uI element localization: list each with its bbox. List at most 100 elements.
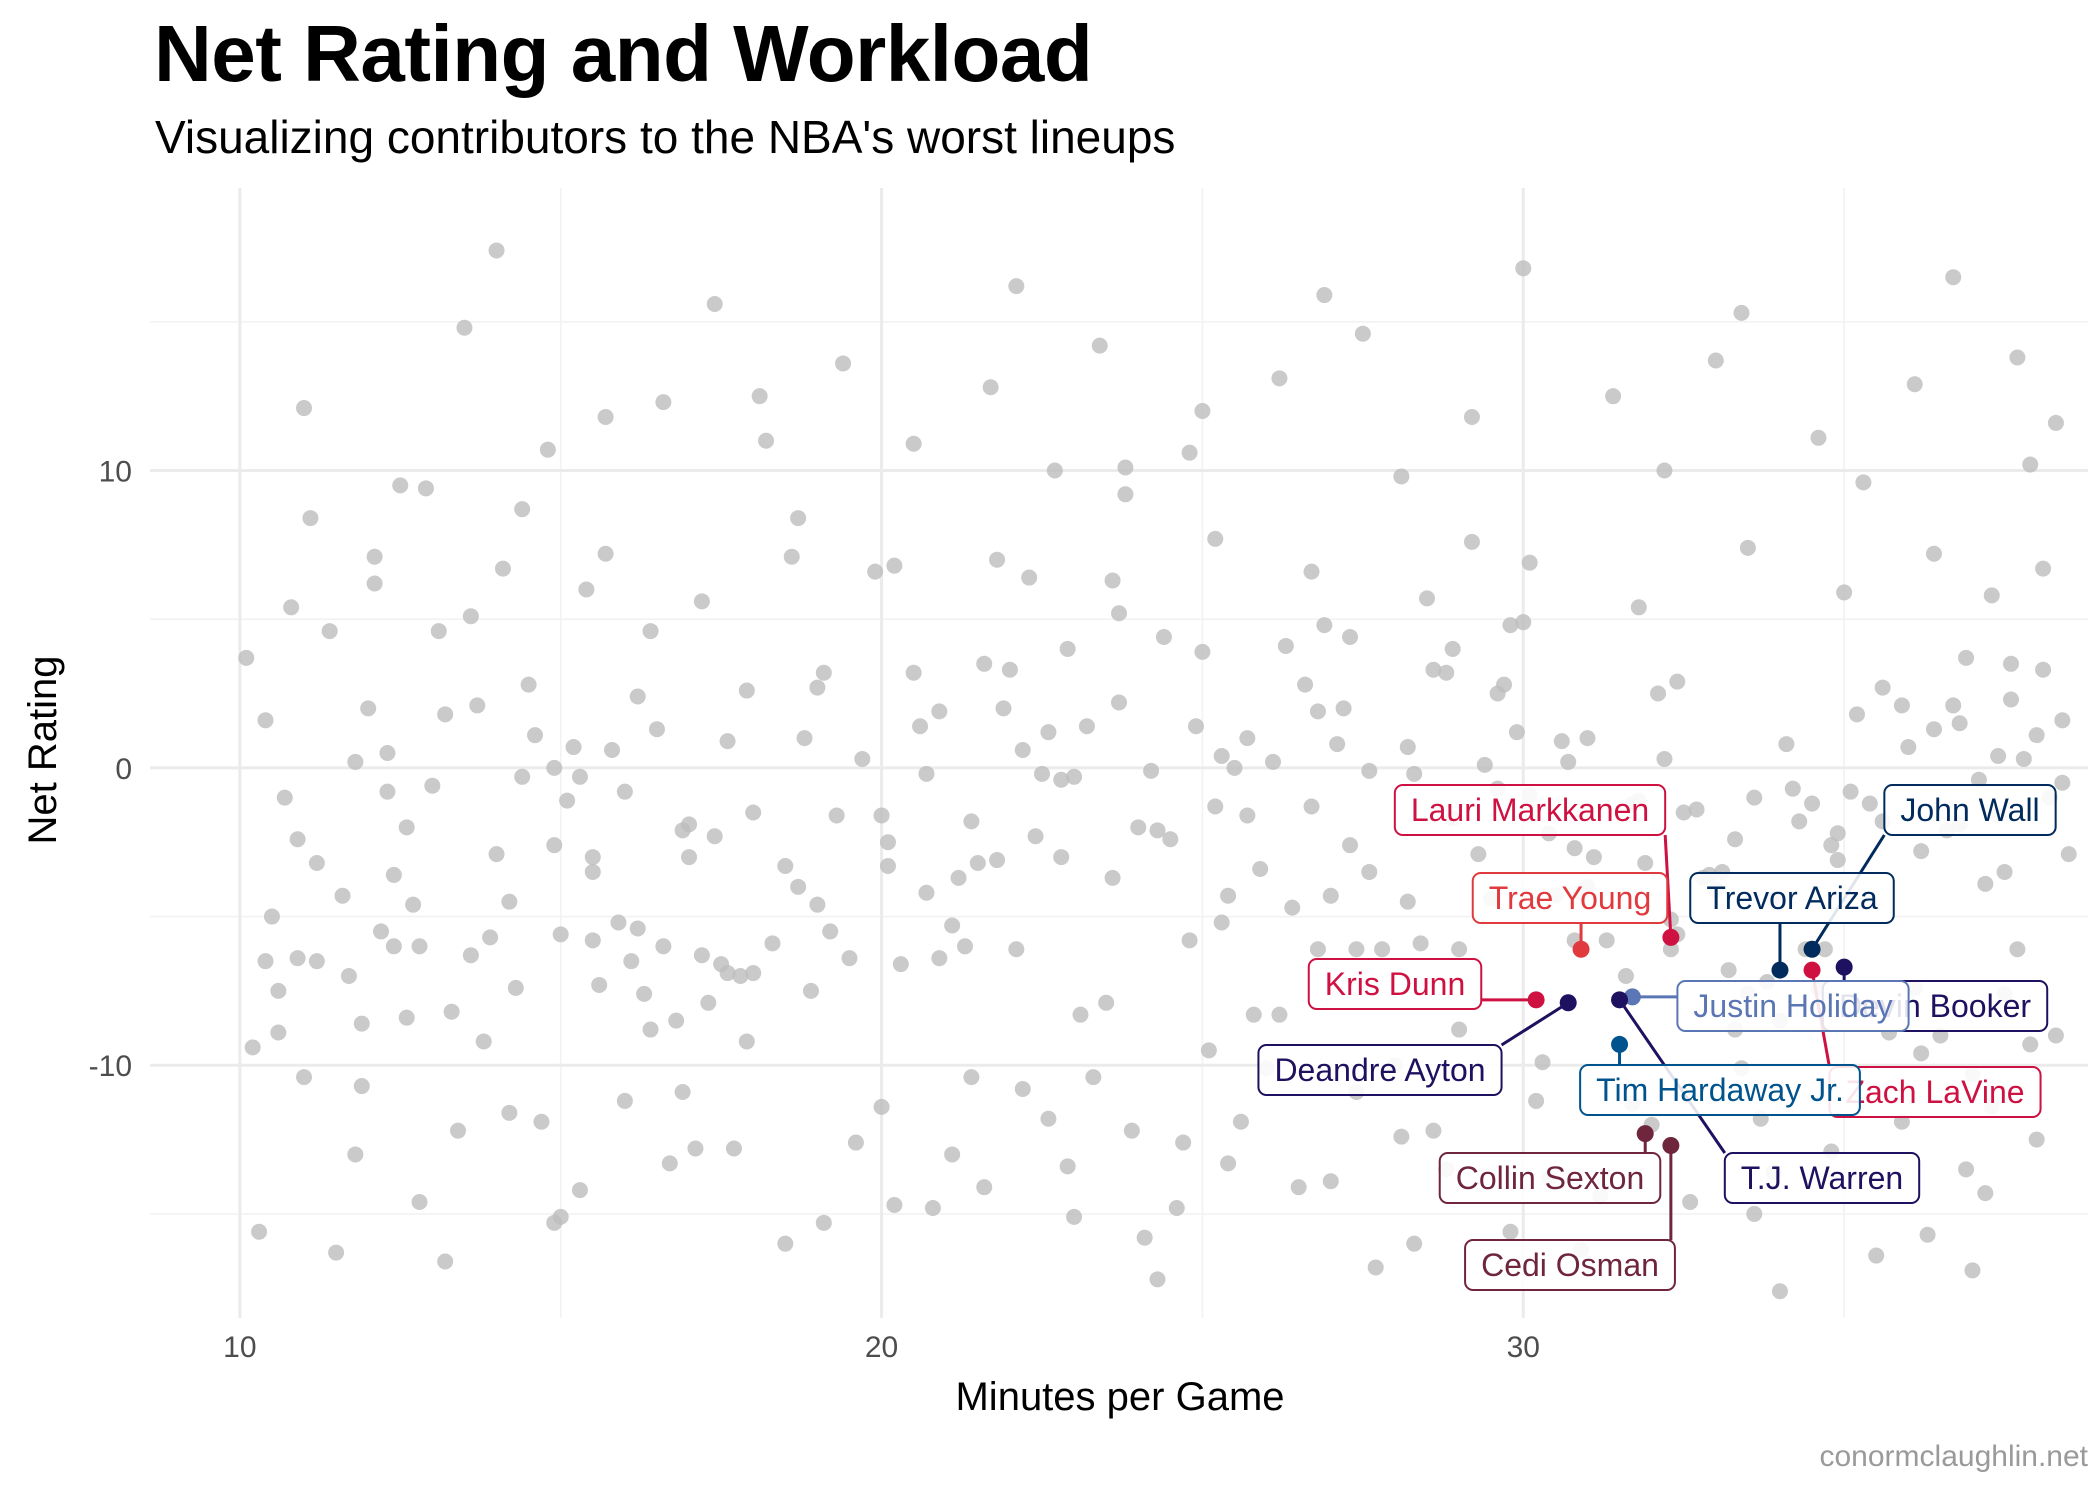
background-point (1906, 376, 1923, 393)
background-point (366, 548, 383, 565)
background-point (1528, 1092, 1545, 1109)
background-point (1925, 545, 1942, 562)
background-point (1650, 685, 1667, 702)
background-point (1040, 724, 1057, 741)
background-point (450, 1122, 467, 1139)
player-point (1662, 928, 1680, 946)
y-tick-label: -10 (89, 1050, 132, 1083)
background-point (1200, 1042, 1217, 1059)
background-point (1309, 941, 1326, 958)
background-point (2054, 712, 2071, 729)
background-point (405, 896, 422, 913)
background-point (796, 730, 813, 747)
background-point (1059, 1158, 1076, 1175)
background-point (2022, 1036, 2039, 1053)
background-point (783, 548, 800, 565)
background-point (655, 938, 672, 955)
background-point (1046, 462, 1063, 479)
background-point (629, 688, 646, 705)
background-point (552, 926, 569, 943)
background-point (1412, 935, 1429, 952)
player-label: Tim Hardaway Jr. (1579, 1064, 1861, 1116)
label-box (1723, 1152, 1921, 1204)
background-point (1399, 739, 1416, 756)
background-point (642, 1021, 659, 1038)
background-point (411, 938, 428, 955)
background-point (257, 712, 274, 729)
background-point (2035, 560, 2052, 577)
background-point (1226, 759, 1243, 776)
background-point (1014, 742, 1031, 759)
background-point (584, 849, 601, 866)
player-labels: Lauri Markkanen Trae Young Kris Dunn Deandr… (1257, 784, 2057, 1291)
background-point (251, 1223, 268, 1240)
player-point (1572, 940, 1590, 958)
player-label: Cedi Osman (1464, 1239, 1676, 1291)
background-point (790, 878, 807, 895)
background-point (681, 816, 698, 833)
background-point (546, 837, 563, 854)
background-point (1078, 718, 1095, 735)
player-point (1623, 988, 1641, 1006)
background-point (379, 783, 396, 800)
background-point (1913, 1045, 1930, 1062)
background-point (758, 432, 775, 449)
background-point (584, 932, 601, 949)
background-point (1874, 679, 1891, 696)
background-point (1951, 715, 1968, 732)
background-point (1566, 840, 1583, 857)
background-point (1239, 807, 1256, 824)
background-point (1476, 756, 1493, 773)
background-point (591, 976, 608, 993)
background-point (270, 982, 287, 999)
background-point (1001, 661, 1018, 678)
background-point (238, 649, 255, 666)
label-text: John Wall (1900, 792, 2039, 828)
background-point (1329, 736, 1346, 753)
background-point (745, 965, 762, 982)
background-point (976, 1179, 993, 1196)
background-point (1008, 278, 1025, 295)
background-point (1419, 590, 1436, 607)
background-point (1682, 1194, 1699, 1211)
player-label: Trae Young (1471, 872, 1669, 924)
background-point (873, 807, 890, 824)
background-point (719, 733, 736, 750)
background-point (2060, 846, 2077, 863)
background-point (1675, 804, 1692, 821)
background-point (520, 676, 537, 693)
background-point (1162, 831, 1179, 848)
background-point (725, 1140, 742, 1157)
label-box (1257, 1044, 1503, 1096)
background-point (1322, 887, 1339, 904)
background-point (604, 742, 621, 759)
background-point (347, 1146, 364, 1163)
y-axis-title: Net Rating (21, 656, 65, 845)
background-point (1361, 863, 1378, 880)
background-point (1977, 1185, 1994, 1202)
background-point (623, 953, 640, 970)
background-point (289, 950, 306, 967)
background-point (616, 783, 633, 800)
background-point (1175, 1134, 1192, 1151)
background-point (1008, 941, 1025, 958)
background-point (982, 379, 999, 396)
background-point (437, 706, 454, 723)
background-point (1502, 617, 1519, 634)
background-point (1149, 822, 1166, 839)
chart-subtitle: Visualizing contributors to the NBA's wo… (155, 111, 1176, 163)
background-point (706, 295, 723, 312)
background-point (1354, 325, 1371, 342)
background-point (1996, 863, 2013, 880)
background-point (636, 985, 653, 1002)
background-point (1188, 718, 1205, 735)
background-point (482, 929, 499, 946)
background-point (1194, 403, 1211, 420)
player-label: T.J. Warren (1723, 1152, 1921, 1204)
background-point (1104, 869, 1121, 886)
background-point (488, 846, 505, 863)
background-point (1508, 724, 1525, 741)
background-point (1515, 614, 1532, 631)
grid-lines (150, 188, 2088, 1318)
background-point (1521, 554, 1538, 571)
